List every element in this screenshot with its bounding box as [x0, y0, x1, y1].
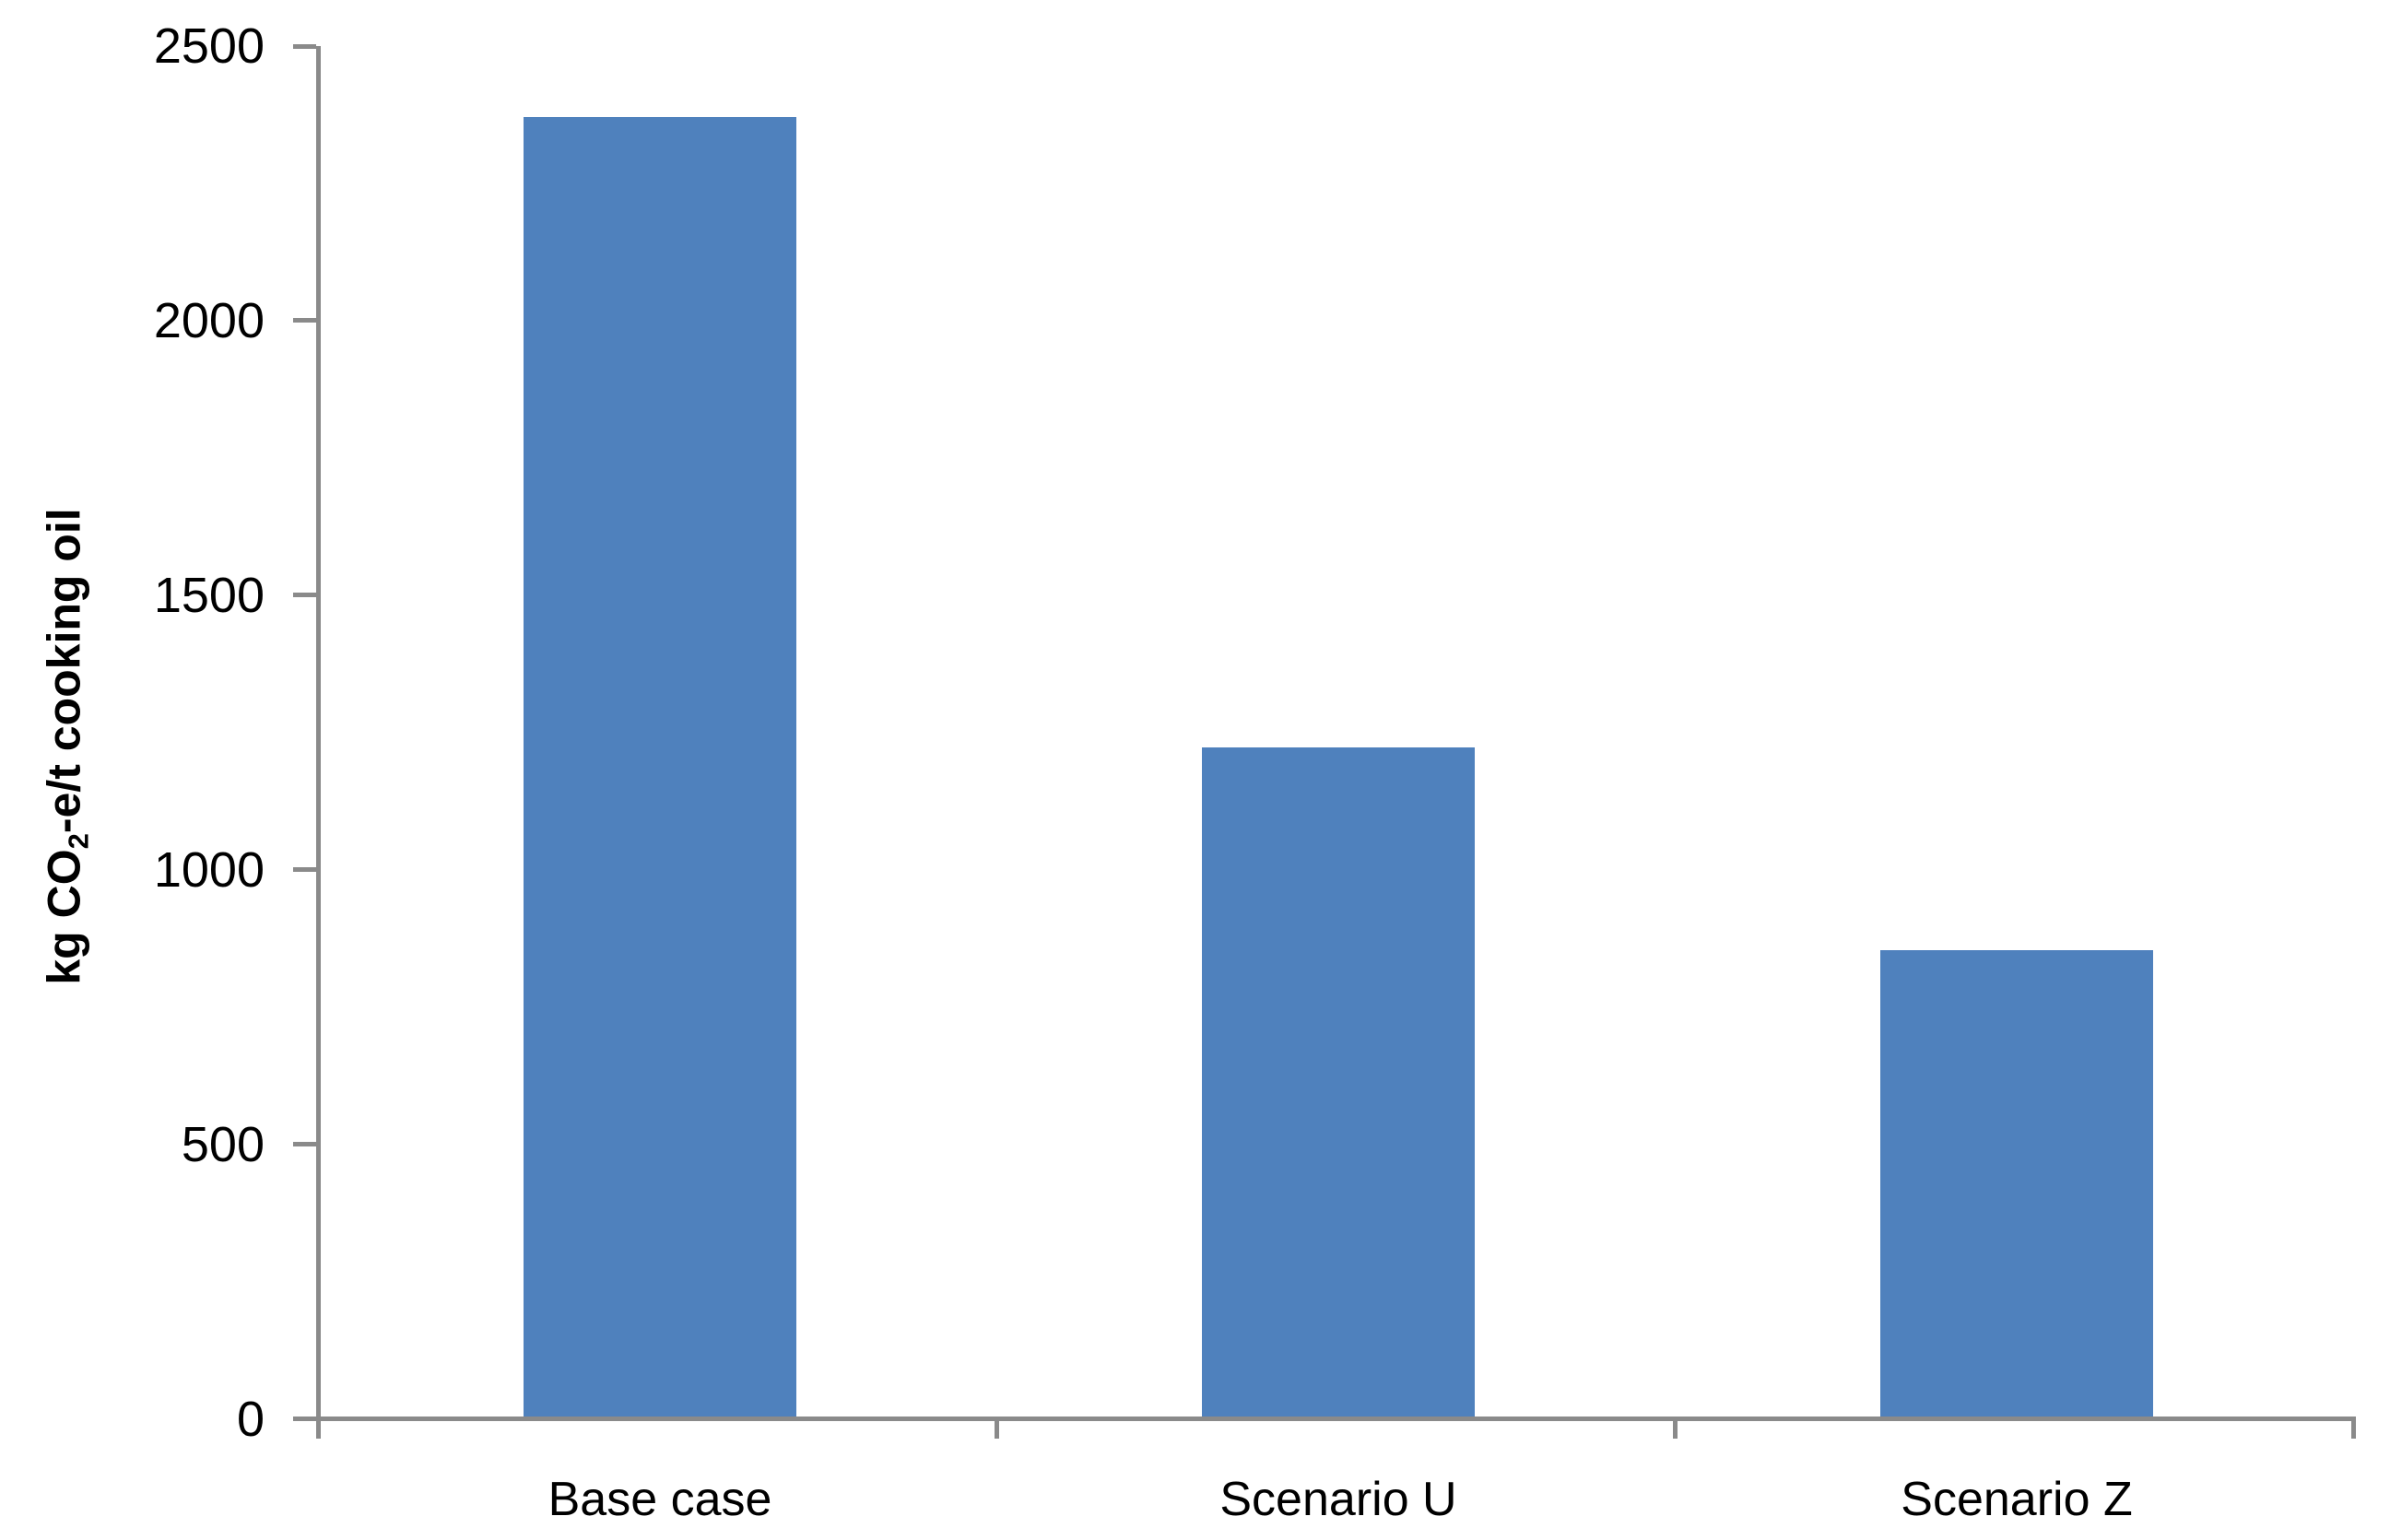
bar-scenario-z: [1880, 950, 2153, 1417]
y-tick-mark-500: [293, 1142, 316, 1147]
y-tick-mark-1500: [293, 593, 316, 598]
plot-area: [316, 46, 2356, 1421]
y-tick-label-0: 0: [236, 1391, 265, 1447]
y-tick-mark-1000: [293, 867, 316, 873]
y-tick-label-2000: 2000: [153, 292, 265, 348]
x-category-label-scenario-u: Scenario U: [1219, 1473, 1457, 1526]
x-tick-mark-0: [316, 1421, 321, 1439]
y-tick-mark-2500: [293, 43, 316, 49]
y-tick-label-1000: 1000: [153, 841, 265, 898]
bar-base-case: [524, 117, 796, 1417]
x-tick-mark-2: [1673, 1421, 1678, 1439]
y-tick-mark-2000: [293, 318, 316, 323]
y-tick-mark-0: [293, 1417, 316, 1421]
x-tick-mark-1: [995, 1421, 999, 1439]
y-axis-title-post: -e/t cooking oil: [38, 508, 90, 834]
x-category-label-scenario-z: Scenario Z: [1901, 1473, 2133, 1526]
y-tick-label-500: 500: [181, 1116, 265, 1172]
y-tick-label-2500: 2500: [153, 18, 265, 74]
y-tick-label-1500: 1500: [153, 567, 265, 623]
bar-scenario-u: [1202, 747, 1475, 1417]
x-category-label-base-case: Base case: [547, 1473, 772, 1526]
x-tick-mark-3: [2351, 1421, 2356, 1439]
